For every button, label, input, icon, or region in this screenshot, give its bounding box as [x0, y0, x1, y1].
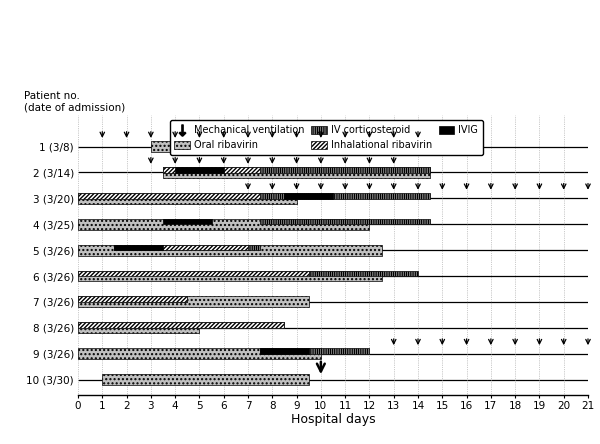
Legend: Mechanical ventilation, Oral ribavirin, IV corticosteroid, Inhalational ribaviri: Mechanical ventilation, Oral ribavirin, … — [170, 120, 483, 155]
Text: Patient no.
(date of admission): Patient no. (date of admission) — [25, 91, 126, 113]
X-axis label: Hospital days: Hospital days — [290, 413, 376, 427]
